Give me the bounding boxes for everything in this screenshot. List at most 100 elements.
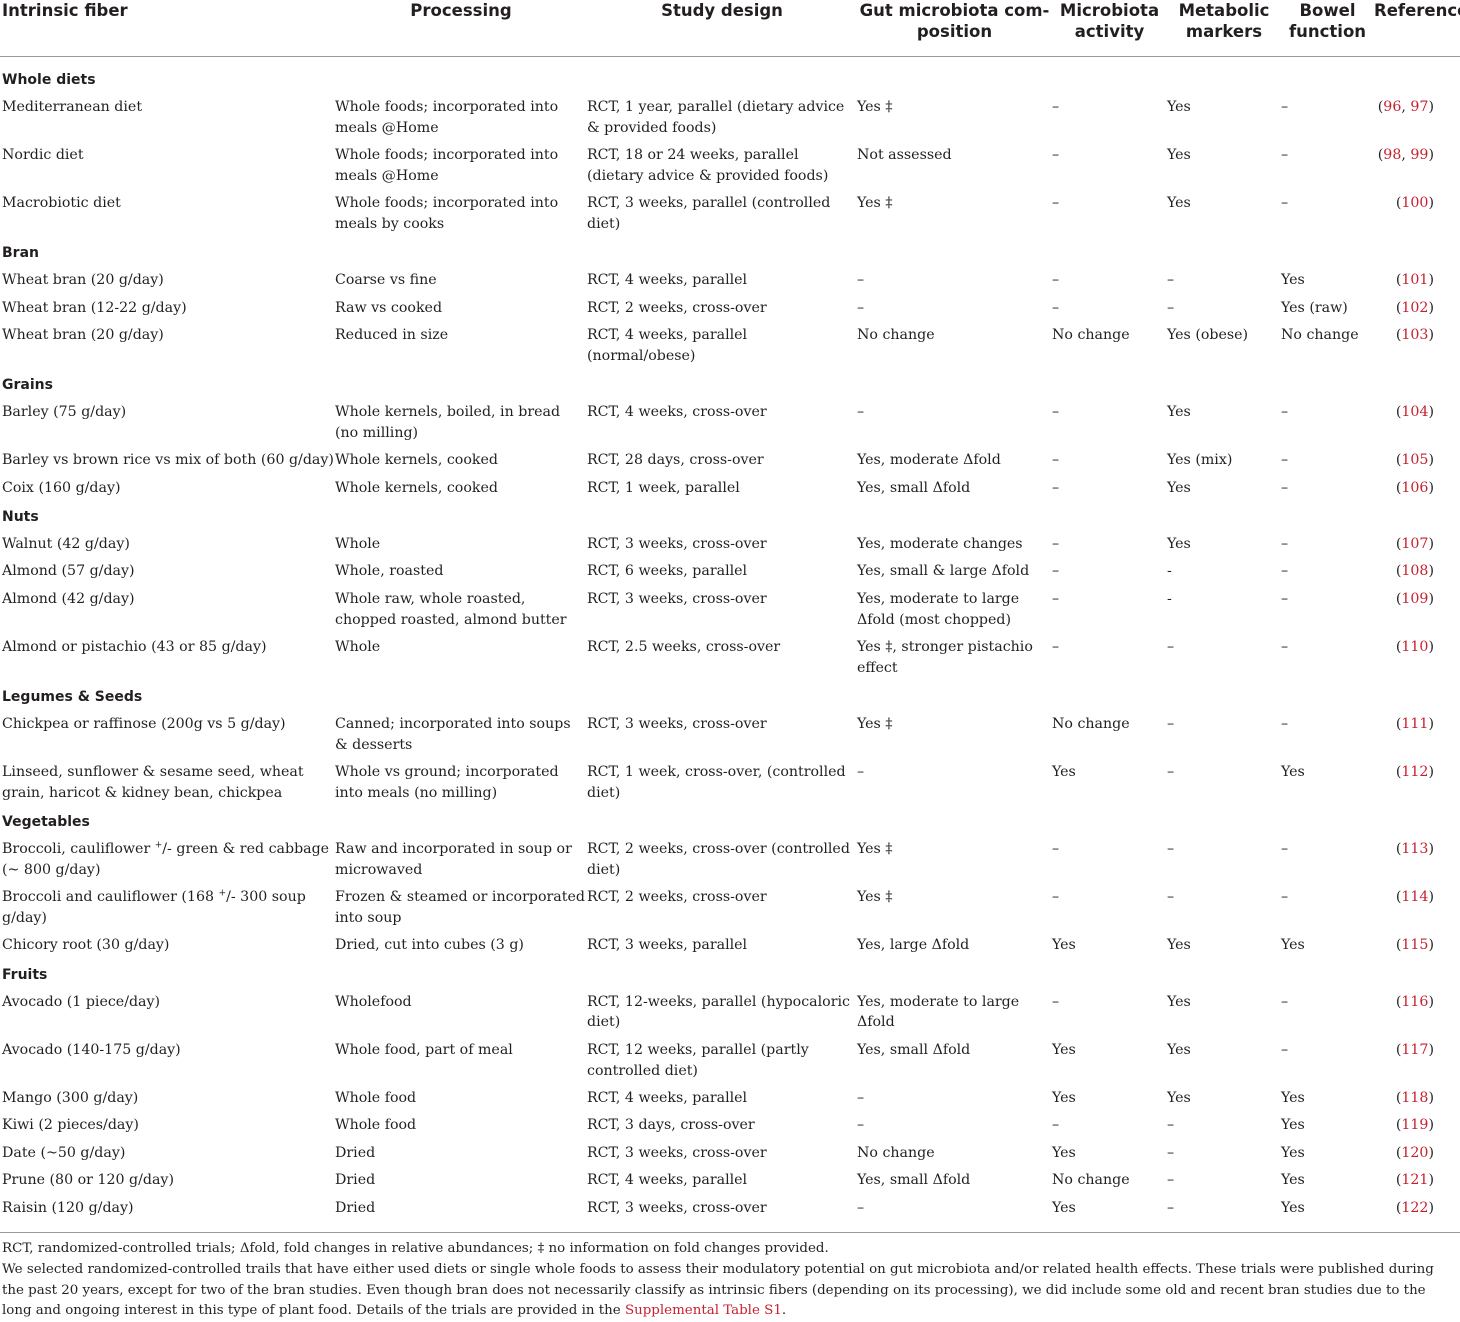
- ref-paren-close: ): [1428, 1090, 1434, 1107]
- cell-metabolic-markers: -: [1167, 590, 1172, 607]
- cell-bowel-function: Yes: [1281, 1144, 1305, 1161]
- reference-link[interactable]: 119: [1401, 1117, 1429, 1134]
- table-row: Almond or pistachio (43 or 85 g/day) Whol…: [0, 634, 1460, 682]
- cell-gut-microbiota: –: [857, 299, 865, 316]
- reference-link[interactable]: 105: [1401, 452, 1429, 469]
- cell-study-design: RCT, 12-weeks, parallel (hypocaloric die…: [587, 993, 850, 1031]
- reference-link[interactable]: 109: [1401, 590, 1429, 607]
- reference-link[interactable]: 99: [1410, 147, 1429, 164]
- ref-paren-open: (: [1395, 764, 1402, 781]
- cell-gut-microbiota: No change: [857, 327, 935, 344]
- cell-reference: (109): [1374, 585, 1460, 633]
- cell-metabolic-markers: –: [1167, 1194, 1281, 1234]
- section-row: Whole diets: [0, 57, 1460, 94]
- ref-paren-open: (: [1395, 535, 1402, 552]
- ref-paren-close: ): [1428, 272, 1434, 289]
- cell-metabolic-markers: –: [1167, 715, 1175, 732]
- cell-processing: Whole kernels, boiled, in bread (no mill…: [335, 404, 561, 442]
- supplemental-table-link[interactable]: Supplemental Table S1: [624, 1303, 782, 1319]
- table-footnotes: RCT, randomized-controlled trials; Δfold…: [0, 1233, 1460, 1321]
- cell-metabolic-markers: Yes: [1167, 479, 1191, 496]
- cell-gut-microbiota: –: [857, 404, 865, 421]
- reference-link[interactable]: 103: [1401, 327, 1429, 344]
- cell-study-design: RCT, 2 weeks, cross-over (controlled die…: [587, 841, 850, 878]
- cell-gut-microbiota: Yes ‡: [857, 715, 893, 732]
- reference-link[interactable]: 110: [1401, 638, 1429, 655]
- table-row: Kiwi (2 pieces/day) Whole food RCT, 3 days…: [0, 1112, 1460, 1139]
- reference-link[interactable]: 96: [1383, 99, 1402, 116]
- cell-reference: (98, 99): [1377, 147, 1434, 164]
- cell-gut-microbiota: –: [857, 1194, 1052, 1234]
- cell-reference: (112): [1374, 759, 1460, 807]
- cell-metabolic-markers: Yes (obese): [1167, 327, 1249, 344]
- cell-intrinsic-fiber: Chickpea or raffinose (200g vs 5 g/day): [2, 715, 286, 732]
- cell-study-design: RCT, 3 weeks, cross-over: [587, 535, 767, 552]
- reference-link[interactable]: 118: [1401, 1090, 1429, 1107]
- cell-intrinsic-fiber: Kiwi (2 pieces/day): [2, 1117, 139, 1134]
- ref-paren-close: ): [1428, 590, 1434, 607]
- cell-microbiota-activity: –: [1052, 404, 1060, 421]
- cell-metabolic-markers: Yes: [1167, 147, 1191, 164]
- section-row: Fruits: [0, 960, 1460, 989]
- reference-link[interactable]: 114: [1401, 889, 1429, 906]
- fiber-text: /- green & red cabbage (~ 800 g/day): [2, 841, 330, 878]
- ref-paren-open: (: [1395, 638, 1402, 655]
- footnote-note: We selected randomized-controlled trails…: [2, 1260, 1458, 1322]
- reference-link[interactable]: 100: [1401, 195, 1429, 212]
- cell-processing: Dried, cut into cubes (3 g): [335, 937, 524, 954]
- fiber-text: Broccoli, cauliflower: [2, 841, 155, 858]
- cell-processing: Coarse vs fine: [335, 272, 437, 289]
- reference-link[interactable]: 101: [1401, 272, 1429, 289]
- table-row: Barley (75 g/day) Whole kernels, boiled, …: [0, 399, 1460, 447]
- cell-bowel-function: Yes: [1281, 272, 1305, 289]
- ref-paren-close: ): [1428, 327, 1434, 344]
- section-title: Vegetables: [2, 814, 90, 831]
- cell-processing: Whole vs ground; incorporated into meals…: [335, 764, 559, 801]
- cell-study-design: RCT, 3 weeks, cross-over: [587, 715, 767, 732]
- reference-link[interactable]: 98: [1383, 147, 1402, 164]
- cell-reference: (121): [1374, 1167, 1460, 1194]
- header-gut-microbiota: Gut microbiota com- position: [857, 0, 1052, 57]
- cell-microbiota-activity: –: [1052, 590, 1060, 607]
- ref-paren-open: (: [1377, 99, 1384, 116]
- reference-link[interactable]: 116: [1401, 993, 1429, 1010]
- header-gut-text: Gut microbiota com- position: [859, 1, 1050, 41]
- reference-link[interactable]: 108: [1401, 563, 1429, 580]
- ref-paren-open: (: [1395, 1090, 1402, 1107]
- cell-reference: (110): [1374, 634, 1460, 682]
- reference-link[interactable]: 121: [1401, 1172, 1429, 1189]
- cell-bowel-function: –: [1281, 1041, 1289, 1058]
- reference-link[interactable]: 117: [1401, 1041, 1429, 1058]
- ref-paren-close: ): [1428, 889, 1434, 906]
- cell-reference: (108): [1374, 558, 1460, 585]
- header-bowel-function: Bowel function: [1281, 0, 1374, 57]
- cell-metabolic-markers: –: [1167, 1144, 1175, 1161]
- ref-paren-close: ): [1428, 535, 1434, 552]
- ref-paren-open: (: [1395, 937, 1402, 954]
- reference-link[interactable]: 102: [1401, 299, 1429, 316]
- ref-paren-close: ): [1428, 452, 1434, 469]
- reference-link[interactable]: 104: [1401, 404, 1429, 421]
- reference-link[interactable]: 112: [1401, 764, 1429, 781]
- reference-link[interactable]: 106: [1401, 479, 1429, 496]
- cell-microbiota-activity: No change: [1052, 327, 1130, 344]
- cell-bowel-function: No change: [1281, 327, 1359, 344]
- reference-link[interactable]: 122: [1401, 1199, 1429, 1216]
- cell-reference: (101): [1374, 267, 1460, 294]
- cell-bowel-function: –: [1281, 715, 1289, 732]
- section-title: Fruits: [2, 966, 48, 983]
- reference-link[interactable]: 97: [1410, 99, 1429, 116]
- reference-link[interactable]: 113: [1401, 841, 1429, 858]
- cell-bowel-function: –: [1281, 404, 1289, 421]
- reference-link[interactable]: 120: [1401, 1144, 1429, 1161]
- cell-gut-microbiota: –: [857, 764, 865, 781]
- cell-metabolic-markers: –: [1167, 638, 1175, 655]
- reference-link[interactable]: 107: [1401, 535, 1429, 552]
- cell-study-design: RCT, 6 weeks, parallel: [587, 563, 748, 580]
- header-reference: Reference: [1374, 0, 1460, 57]
- reference-link[interactable]: 115: [1401, 937, 1429, 954]
- reference-link[interactable]: 111: [1401, 715, 1429, 732]
- table-row: Barley vs brown rice vs mix of both (60 …: [0, 447, 1460, 474]
- cell-intrinsic-fiber: Linseed, sunflower & sesame seed, wheat …: [2, 764, 304, 801]
